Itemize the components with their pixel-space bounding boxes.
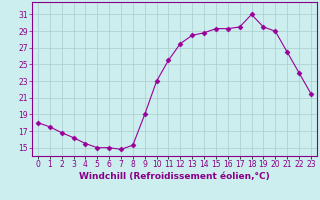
X-axis label: Windchill (Refroidissement éolien,°C): Windchill (Refroidissement éolien,°C) [79, 172, 270, 181]
